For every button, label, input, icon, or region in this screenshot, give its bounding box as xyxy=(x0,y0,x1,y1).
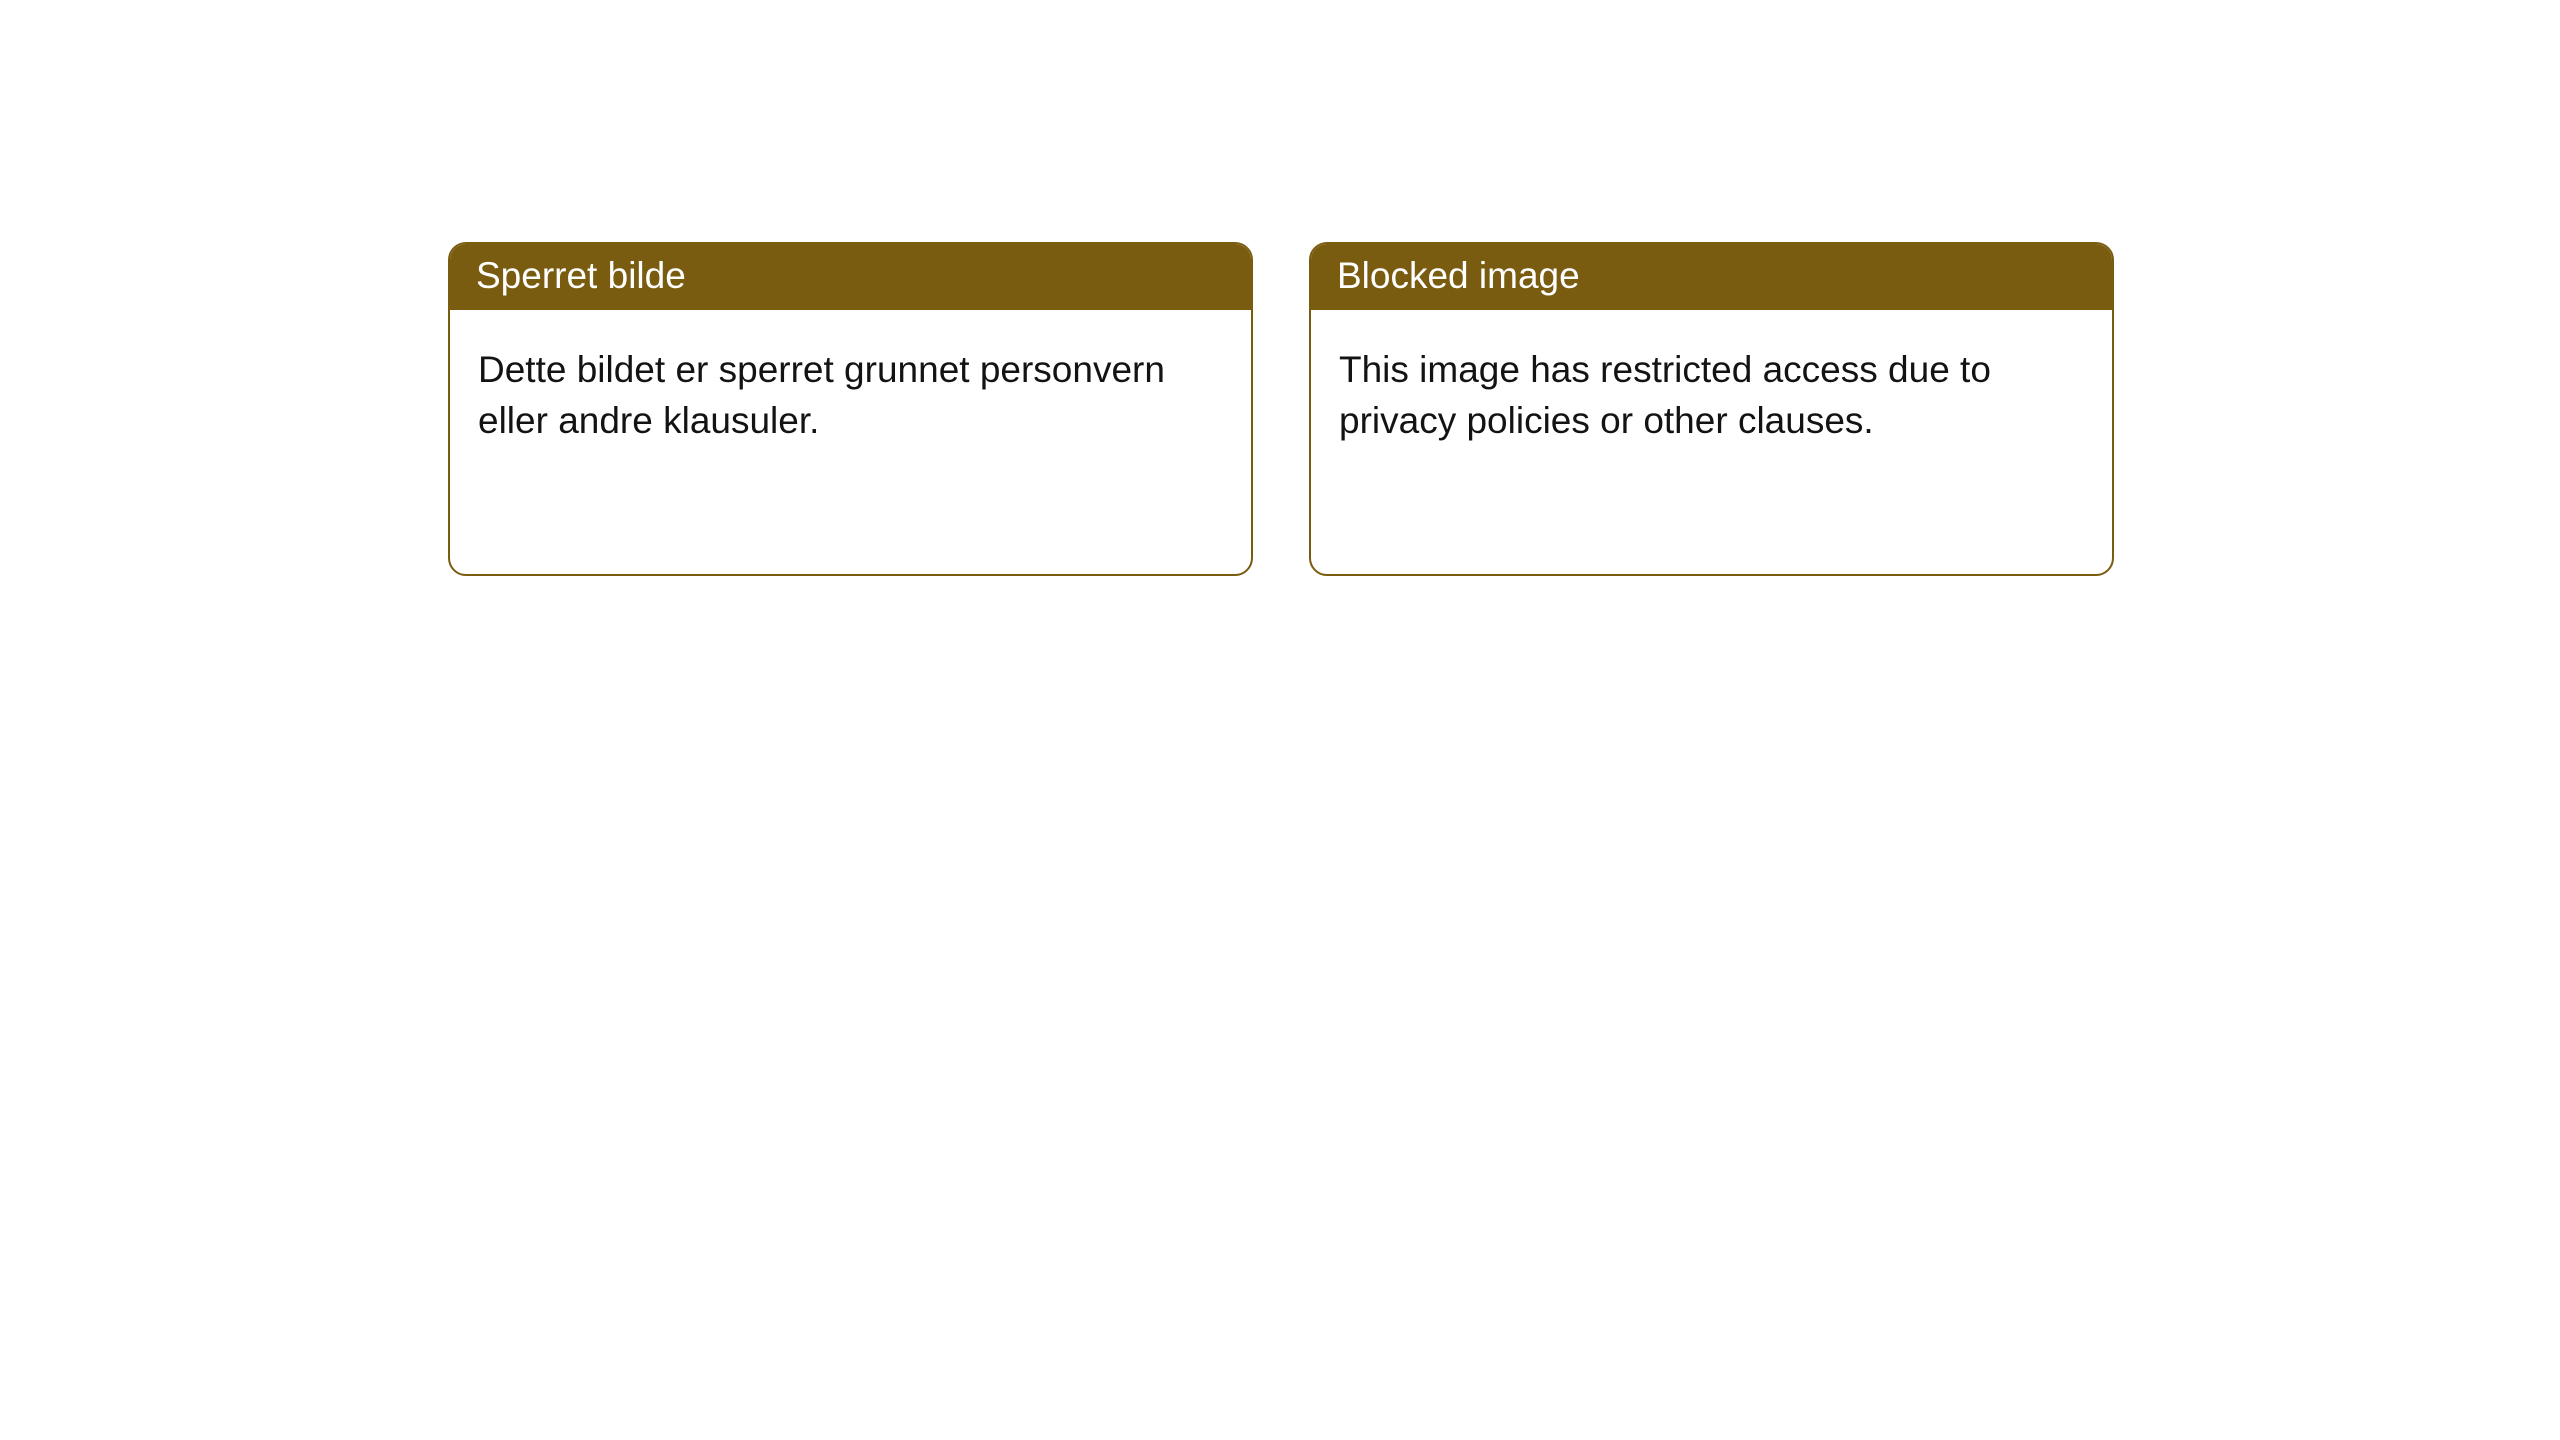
notice-title: Sperret bilde xyxy=(450,244,1251,310)
notice-card-english: Blocked image This image has restricted … xyxy=(1309,242,2114,576)
notice-card-norwegian: Sperret bilde Dette bildet er sperret gr… xyxy=(448,242,1253,576)
notice-container: Sperret bilde Dette bildet er sperret gr… xyxy=(0,0,2560,576)
notice-body: Dette bildet er sperret grunnet personve… xyxy=(450,310,1251,480)
notice-title: Blocked image xyxy=(1311,244,2112,310)
notice-body: This image has restricted access due to … xyxy=(1311,310,2112,480)
